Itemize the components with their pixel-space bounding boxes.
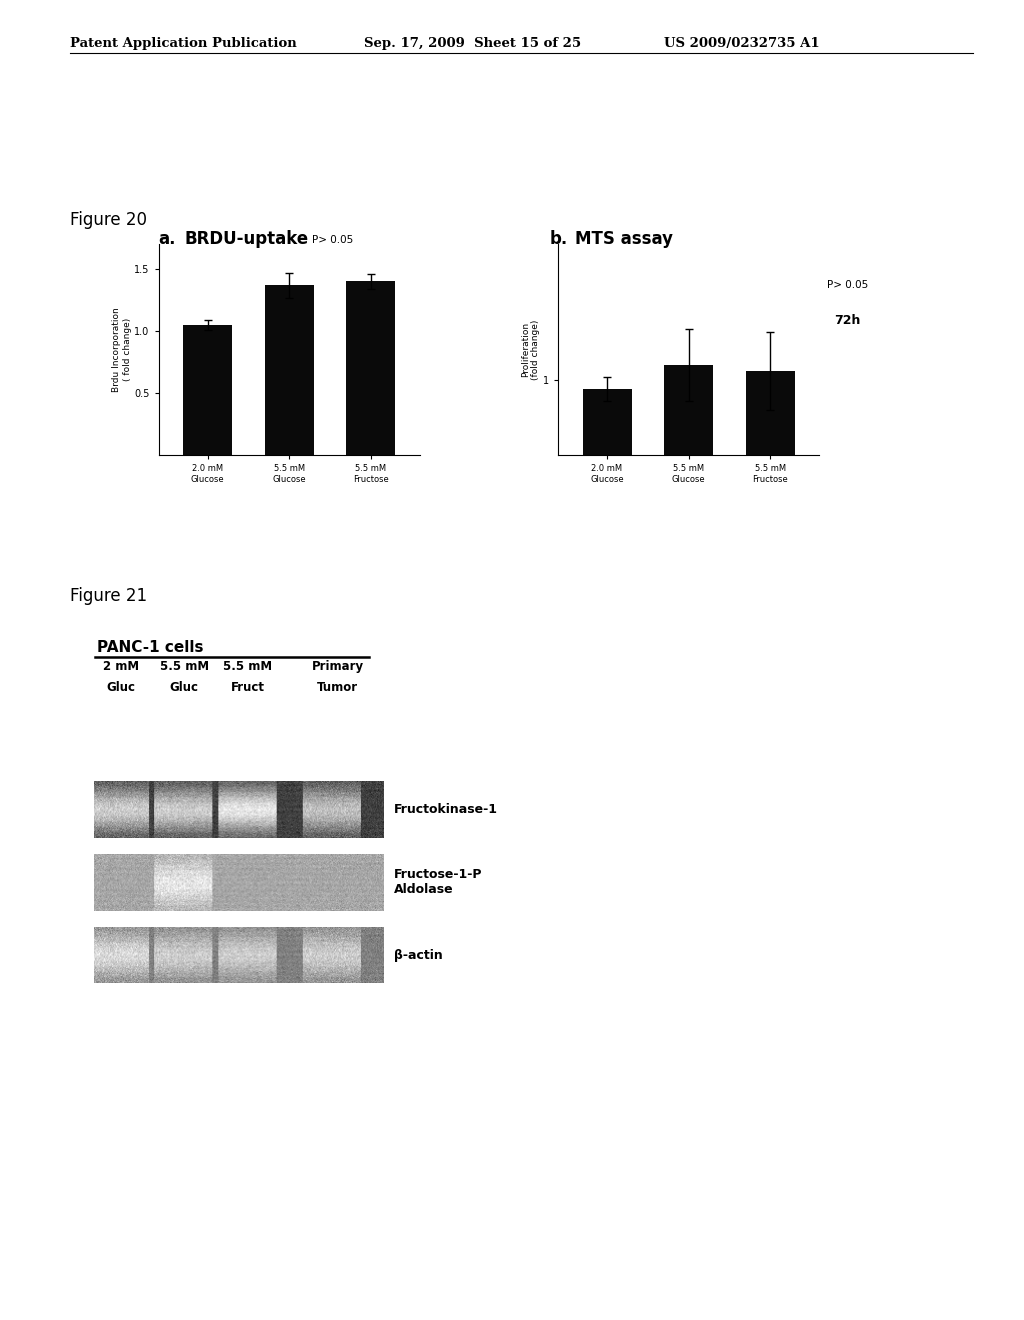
Text: Tumor: Tumor [317, 681, 358, 694]
Text: a.: a. [159, 230, 176, 248]
Y-axis label: Proliferation
(fold change): Proliferation (fold change) [521, 319, 540, 380]
Text: Fructose-1-P
Aldolase: Fructose-1-P Aldolase [394, 869, 482, 896]
Text: P> 0.05: P> 0.05 [312, 235, 353, 246]
Bar [346, 281, 395, 455]
Text: Fructokinase-1: Fructokinase-1 [394, 804, 499, 816]
Text: 5.5 mM: 5.5 mM [223, 660, 272, 673]
Bar [665, 364, 713, 681]
Text: US 2009/0232735 A1: US 2009/0232735 A1 [664, 37, 819, 50]
Bar [583, 389, 632, 681]
Text: Primary: Primary [312, 660, 364, 673]
Bar [745, 371, 795, 681]
Text: P> 0.05: P> 0.05 [827, 280, 868, 290]
Text: β-actin: β-actin [394, 949, 443, 961]
Text: Patent Application Publication: Patent Application Publication [70, 37, 296, 50]
Text: b.: b. [550, 230, 568, 248]
Text: MTS assay: MTS assay [575, 230, 674, 248]
Y-axis label: Brdu Incorporation
( fold change): Brdu Incorporation ( fold change) [113, 308, 131, 392]
Text: 72h: 72h [835, 314, 861, 327]
Text: Gluc: Gluc [170, 681, 199, 694]
Text: 5.5 mM: 5.5 mM [160, 660, 209, 673]
Text: Figure 21: Figure 21 [70, 587, 146, 606]
Bar [265, 285, 313, 455]
Text: Sep. 17, 2009  Sheet 15 of 25: Sep. 17, 2009 Sheet 15 of 25 [364, 37, 581, 50]
Text: BRDU-uptake: BRDU-uptake [184, 230, 308, 248]
Bar [183, 325, 232, 455]
Text: Gluc: Gluc [106, 681, 135, 694]
Text: Fruct: Fruct [230, 681, 265, 694]
Text: Figure 20: Figure 20 [70, 211, 146, 230]
Text: 2 mM: 2 mM [102, 660, 139, 673]
Text: PANC-1 cells: PANC-1 cells [97, 640, 204, 655]
